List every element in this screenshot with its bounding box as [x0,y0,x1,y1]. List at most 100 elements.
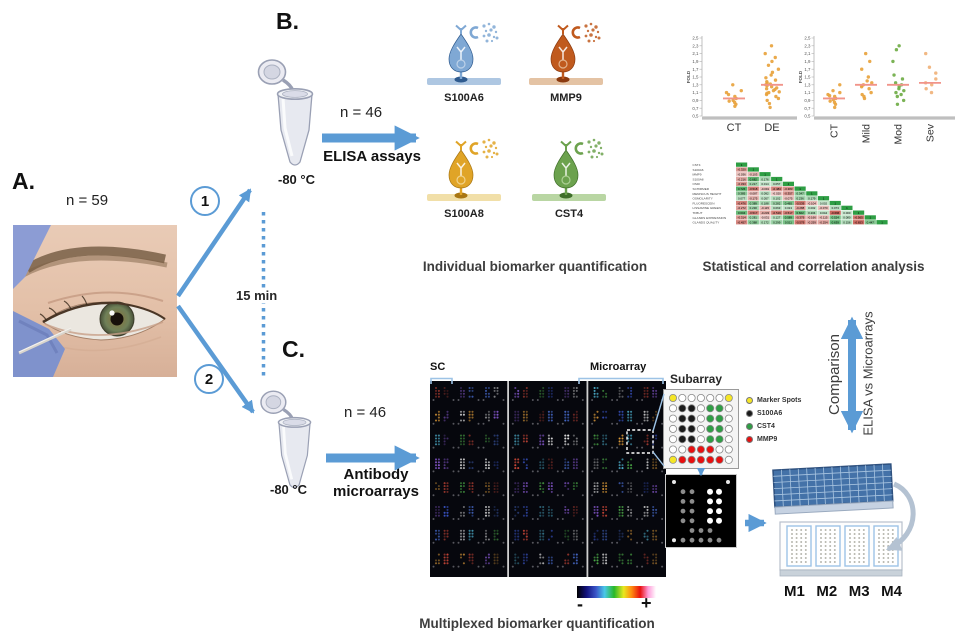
svg-text:-0.036: -0.036 [737,173,746,177]
panel-b-label: B. [276,8,299,34]
dotplot-ct-de: 2,5 2,3 2,1 1,9 1,7 1,5 1,3 1,1 0,9 0,7 0,5 FOLD CT D… [686,36,797,134]
svg-text:1: 1 [776,177,778,181]
svg-text:-0.457: -0.457 [737,221,746,225]
svg-text:-0.115: -0.115 [820,216,828,220]
sample-tube-c [260,390,312,489]
svg-text:-0.087: -0.087 [749,192,758,196]
s100a8-elisa-icon [427,138,501,201]
scale-minus: - [577,594,583,614]
svg-text:0.044: 0.044 [820,211,828,215]
svg-text:-0.357: -0.357 [784,192,793,196]
svg-text:0,7: 0,7 [692,106,699,111]
svg-text:0.281: 0.281 [750,216,758,220]
scale-plus: + [641,593,652,613]
slide-m4-label: M4 [881,583,902,600]
svg-text:0.447: 0.447 [867,221,875,225]
svg-text:1,9: 1,9 [804,59,811,64]
svg-text:-0.476: -0.476 [737,201,746,205]
step-1-number: 1 [200,192,210,210]
svg-text:MMP9: MMP9 [693,173,702,177]
sc-label: SC [430,361,446,373]
svg-text:0.073: 0.073 [832,206,840,210]
microarray-image-label: Microarray [590,361,647,373]
svg-text:-0.696: -0.696 [831,211,840,215]
svg-text:0.176: 0.176 [761,177,769,181]
panel-a-label: A. [12,168,35,194]
legend-s100a6: S100A6 [746,407,801,420]
svg-text:SCHIRMER: SCHIRMER [693,187,710,191]
svg-text:-0.517: -0.517 [784,211,793,215]
assay-s100a6-label: S100A6 [444,92,484,104]
svg-text:1,9: 1,9 [692,59,699,64]
assay-cst4: CST4 [530,138,608,220]
svg-text:0.080: 0.080 [843,216,851,220]
svg-text:0.102: 0.102 [773,197,781,201]
cst4-dot-icon [746,423,753,430]
svg-text:0.217: 0.217 [750,182,758,186]
svg-text:1,1: 1,1 [804,90,811,95]
panel-a-n-count: n = 59 [66,192,109,209]
slide-holder [779,521,903,577]
legend-cst4: CST4 [746,420,801,433]
svg-text:FLUORESCEIN: FLUORESCEIN [693,201,715,205]
svg-text:1: 1 [764,173,766,177]
svg-text:0.172: 0.172 [761,221,769,225]
svg-text:-0.288: -0.288 [796,206,805,210]
svg-text:-0.259: -0.259 [808,221,817,225]
svg-text:0.002: 0.002 [820,201,828,205]
slide-m1-label: M1 [784,583,805,600]
svg-text:-0.020: -0.020 [773,192,782,196]
legend-marker-spots-label: Marker Spots [757,397,802,404]
svg-text:1: 1 [869,216,871,220]
svg-text:S100A8: S100A8 [693,177,704,181]
svg-text:0,5: 0,5 [804,114,811,119]
svg-text:-0.272: -0.272 [737,206,746,210]
svg-text:DE: DE [764,122,779,134]
svg-text:0.347: 0.347 [796,192,804,196]
panel-c-caption: Multiplexed biomarker quantification [419,616,655,631]
svg-text:0.604: 0.604 [738,211,746,215]
svg-text:TFBUT: TFBUT [693,211,703,215]
svg-text:0.188: 0.188 [761,201,769,205]
eye-sample-photo [13,225,177,377]
svg-text:Mild: Mild [861,124,873,143]
svg-text:1,7: 1,7 [804,67,811,72]
assay-cst4-label: CST4 [554,208,584,220]
comparison-label: Comparison [826,334,843,415]
marker-spots-dot-icon [746,397,753,404]
assay-mmp9-label: MMP9 [550,92,582,104]
svg-text:CT: CT [829,123,841,138]
svg-text:-0.383: -0.383 [784,187,793,191]
svg-text:2,5: 2,5 [692,36,699,41]
svg-text:0.000: 0.000 [843,211,851,215]
microarray-scan-image [430,381,666,577]
legend-mmp9: MMP9 [746,433,801,446]
svg-text:1,3: 1,3 [692,82,699,87]
svg-text:1: 1 [846,206,848,210]
svg-text:0.299: 0.299 [773,221,781,225]
svg-text:0.179: 0.179 [808,197,816,201]
legend-s100a6-label: S100A6 [757,410,783,417]
svg-text:-0.166: -0.166 [808,216,817,220]
svg-text:0,5: 0,5 [692,114,699,119]
dotplot-severity: 2,5 2,3 2,1 1,9 1,7 1,5 1,3 1,1 0,9 0,7 0,5 FOLD CT M… [798,36,955,145]
elisa-method-label: ELISA assays [323,148,421,165]
slide-m2-label: M2 [816,583,838,600]
svg-text:1: 1 [788,182,790,186]
svg-text:-0.104: -0.104 [808,201,817,205]
step-1-badge: 1 [190,186,220,216]
svg-text:0.385: 0.385 [738,192,746,196]
svg-text:-0.518: -0.518 [749,187,758,191]
assay-s100a6: S100A6 [425,22,503,104]
svg-text:OSDI: OSDI [693,182,701,186]
svg-text:-0.653: -0.653 [854,221,863,225]
svg-text:S100A6: S100A6 [693,168,704,172]
svg-text:Mod: Mod [893,124,905,145]
svg-text:0.127: 0.127 [773,216,781,220]
svg-text:Sev: Sev [925,123,937,142]
panel-b-caption: Individual biomarker quantification [422,259,648,274]
svg-text:0.092: 0.092 [761,192,769,196]
elisa-n-count: n = 46 [340,104,383,121]
svg-text:0.077: 0.077 [738,197,746,201]
